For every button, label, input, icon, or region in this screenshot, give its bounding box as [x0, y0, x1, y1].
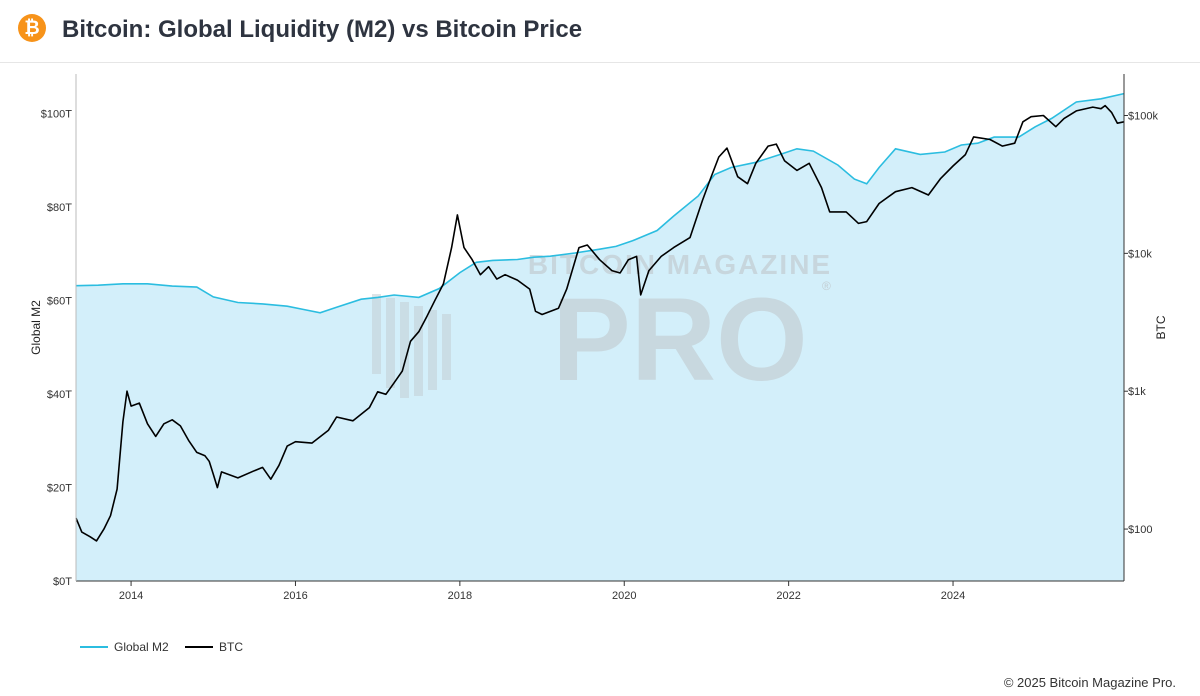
legend-swatch-m2	[80, 646, 108, 648]
x-tick-label: 2016	[283, 590, 307, 602]
y-left-axis-title: Global M2	[29, 300, 43, 355]
y-left-tick-label: $20T	[47, 483, 72, 495]
y-left-tick-label: $0T	[53, 576, 72, 588]
bitcoin-icon: ₿	[18, 14, 46, 42]
watermark-emblem-bar	[372, 294, 381, 374]
y-left-tick-label: $80T	[47, 202, 72, 214]
btc-line	[75, 104, 1125, 542]
watermark-emblem-bar	[414, 306, 423, 396]
m2-area	[76, 93, 1124, 581]
y-right-tick-label: $100k	[1128, 110, 1158, 122]
watermark-emblem-bar	[442, 314, 451, 380]
x-tick-label: 2014	[119, 590, 143, 602]
m2-line	[75, 92, 1125, 314]
y-left-tick-label: $60T	[47, 296, 72, 308]
watermark-emblem-bar	[428, 310, 437, 390]
chart-header: ₿ Bitcoin: Global Liquidity (M2) vs Bitc…	[0, 0, 1200, 63]
watermark-emblem-bar	[400, 302, 409, 398]
y-right-tick-label: $100	[1128, 524, 1152, 536]
watermark-subtitle: BITCOIN MAGAZINE	[528, 249, 832, 280]
legend-label-btc: BTC	[219, 640, 243, 654]
legend-label-m2: Global M2	[114, 640, 169, 654]
watermark-emblem-bar	[386, 298, 395, 388]
watermark-title: PRO	[552, 274, 808, 406]
x-tick-label: 2020	[612, 590, 636, 602]
y-right-tick-label: $10k	[1128, 248, 1152, 260]
x-tick-label: 2024	[941, 590, 965, 602]
legend-swatch-btc	[185, 646, 213, 648]
copyright-notice: © 2025 Bitcoin Magazine Pro.	[1003, 675, 1176, 690]
page-title: Bitcoin: Global Liquidity (M2) vs Bitcoi…	[62, 16, 583, 43]
x-tick-label: 2018	[448, 590, 472, 602]
y-left-tick-label: $100T	[41, 109, 72, 121]
y-left-tick-label: $40T	[47, 389, 72, 401]
x-tick-label: 2022	[776, 590, 800, 602]
watermark-registered-mark: ®	[822, 279, 831, 293]
y-right-axis-title: BTC	[1154, 315, 1168, 339]
y-right-tick-label: $1k	[1128, 386, 1146, 398]
